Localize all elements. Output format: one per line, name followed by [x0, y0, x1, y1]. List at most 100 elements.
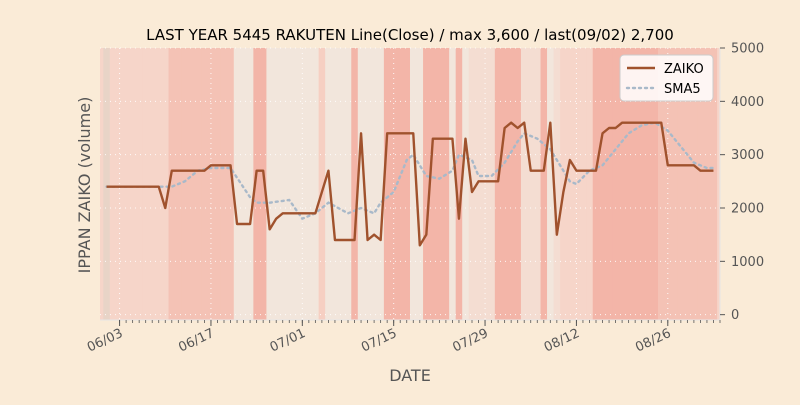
background-band	[181, 48, 189, 320]
background-band	[259, 48, 267, 320]
background-band	[240, 48, 248, 320]
chart-title: LAST YEAR 5445 RAKUTEN Line(Close) / max…	[146, 26, 674, 44]
background-band	[292, 48, 300, 320]
y-tick-label: 2000	[731, 202, 764, 217]
background-band	[403, 48, 411, 320]
grid-lines	[100, 47, 720, 320]
background-band	[514, 48, 522, 320]
background-band	[272, 48, 280, 320]
background-band	[638, 48, 646, 320]
background-band	[148, 48, 156, 320]
background-band	[507, 48, 515, 320]
background-band	[429, 48, 437, 320]
background-band	[534, 48, 541, 320]
background-band	[605, 48, 613, 320]
background-band	[553, 48, 561, 320]
background-band	[547, 48, 554, 320]
background-band	[396, 48, 404, 320]
background-band	[135, 48, 143, 320]
background-band	[566, 48, 574, 320]
background-band	[579, 48, 587, 320]
background-band	[592, 48, 600, 320]
background-band	[377, 48, 385, 320]
background-band	[142, 48, 150, 320]
x-axis-label: DATE	[389, 366, 431, 385]
background-band	[684, 48, 692, 320]
background-bands	[100, 48, 720, 320]
background-band	[527, 48, 535, 320]
legend-label-sma5: SMA5	[664, 82, 701, 97]
background-band	[494, 48, 502, 320]
background-band	[364, 48, 372, 320]
background-band	[194, 48, 202, 320]
background-band	[599, 48, 607, 320]
background-band	[214, 48, 222, 320]
background-band	[201, 48, 209, 320]
background-band	[586, 48, 594, 320]
background-band	[644, 48, 652, 320]
background-band	[449, 48, 457, 320]
background-band	[266, 48, 274, 320]
background-band	[488, 48, 496, 320]
background-band	[455, 48, 463, 320]
background-band	[220, 48, 228, 320]
y-tick-label: 1000	[731, 255, 764, 270]
y-axis-label: IPPAN ZAIKO (volume)	[75, 97, 94, 274]
background-band	[279, 48, 287, 320]
background-band	[423, 48, 430, 320]
background-band	[129, 48, 137, 320]
background-band	[318, 48, 326, 320]
background-band	[651, 48, 659, 320]
background-band	[520, 48, 528, 320]
background-band	[436, 48, 444, 320]
background-band	[351, 48, 359, 320]
background-band	[658, 48, 665, 320]
y-tick-label: 0	[731, 308, 739, 323]
background-band	[253, 48, 261, 320]
background-band	[462, 48, 470, 320]
background-band	[416, 48, 424, 320]
series-layer	[105, 121, 715, 247]
y-tick-label: 4000	[731, 95, 764, 110]
legend-box	[619, 54, 714, 102]
background-band	[331, 48, 339, 320]
background-band	[370, 48, 378, 320]
background-band	[305, 48, 313, 320]
background-band	[103, 48, 111, 320]
y-tick-label: 5000	[731, 42, 764, 57]
background-band	[286, 48, 293, 320]
background-band	[671, 48, 678, 320]
background-band	[560, 48, 568, 320]
background-band	[697, 48, 705, 320]
background-band	[501, 48, 509, 320]
legend: ZAIKO SMA5	[619, 54, 714, 102]
y-tick-label: 3000	[731, 148, 764, 163]
background-band	[618, 48, 626, 320]
background-band	[155, 48, 163, 320]
background-band	[690, 48, 698, 320]
background-band	[122, 48, 130, 320]
axes	[100, 48, 721, 321]
background-band	[109, 48, 117, 320]
background-band	[162, 48, 169, 320]
legend-label-zaiko: ZAIKO	[664, 62, 704, 77]
background-band	[625, 48, 633, 320]
background-band	[312, 48, 320, 320]
background-band	[612, 48, 620, 320]
background-band	[338, 48, 346, 320]
background-band	[246, 48, 254, 320]
background-band	[227, 48, 235, 320]
series-line-zaiko	[106, 121, 714, 247]
background-band	[677, 48, 685, 320]
background-band	[383, 48, 391, 320]
background-band	[357, 48, 365, 320]
background-band	[168, 48, 176, 320]
background-band	[233, 48, 241, 320]
tick-marks	[119, 47, 725, 326]
background-band	[540, 48, 548, 320]
background-band	[188, 48, 196, 320]
background-band	[703, 48, 711, 320]
background-band	[442, 48, 450, 320]
